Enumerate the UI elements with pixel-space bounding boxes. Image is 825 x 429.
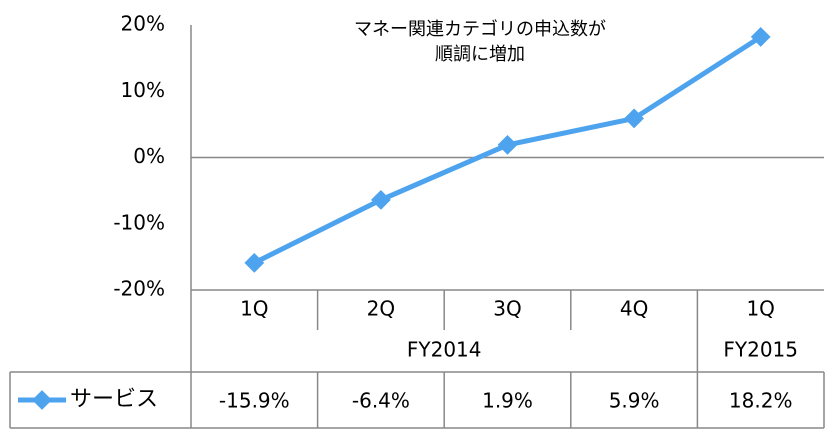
legend-label: サービス bbox=[70, 387, 158, 412]
y-tick-label: 10% bbox=[121, 78, 165, 102]
x-tick-label: 2Q bbox=[367, 297, 395, 321]
marker bbox=[497, 135, 518, 155]
chart-title: 順調に増加 bbox=[435, 44, 525, 65]
y-tick-label: -10% bbox=[113, 210, 165, 234]
chart-title: マネー関連カテゴリの申込数が bbox=[354, 19, 606, 40]
y-tick-label: 0% bbox=[133, 144, 165, 168]
marker bbox=[244, 252, 265, 273]
legend-marker bbox=[32, 390, 52, 410]
data-label: 1.9% bbox=[482, 389, 533, 413]
x-tick-label: 4Q bbox=[620, 297, 648, 321]
x-tick-label: 1Q bbox=[240, 297, 268, 321]
y-tick-label: -20% bbox=[113, 277, 165, 301]
x-tick-label: 1Q bbox=[746, 297, 774, 321]
data-label: -6.4% bbox=[352, 389, 410, 413]
x-tick-label: 3Q bbox=[493, 297, 521, 321]
data-label: -15.9% bbox=[219, 389, 290, 413]
y-tick-label: 20% bbox=[121, 12, 165, 36]
group-label: FY2014 bbox=[407, 338, 482, 362]
data-label: 5.9% bbox=[609, 389, 660, 413]
group-label: FY2015 bbox=[723, 338, 798, 362]
marker bbox=[371, 190, 391, 210]
data-label: 18.2% bbox=[729, 389, 793, 413]
